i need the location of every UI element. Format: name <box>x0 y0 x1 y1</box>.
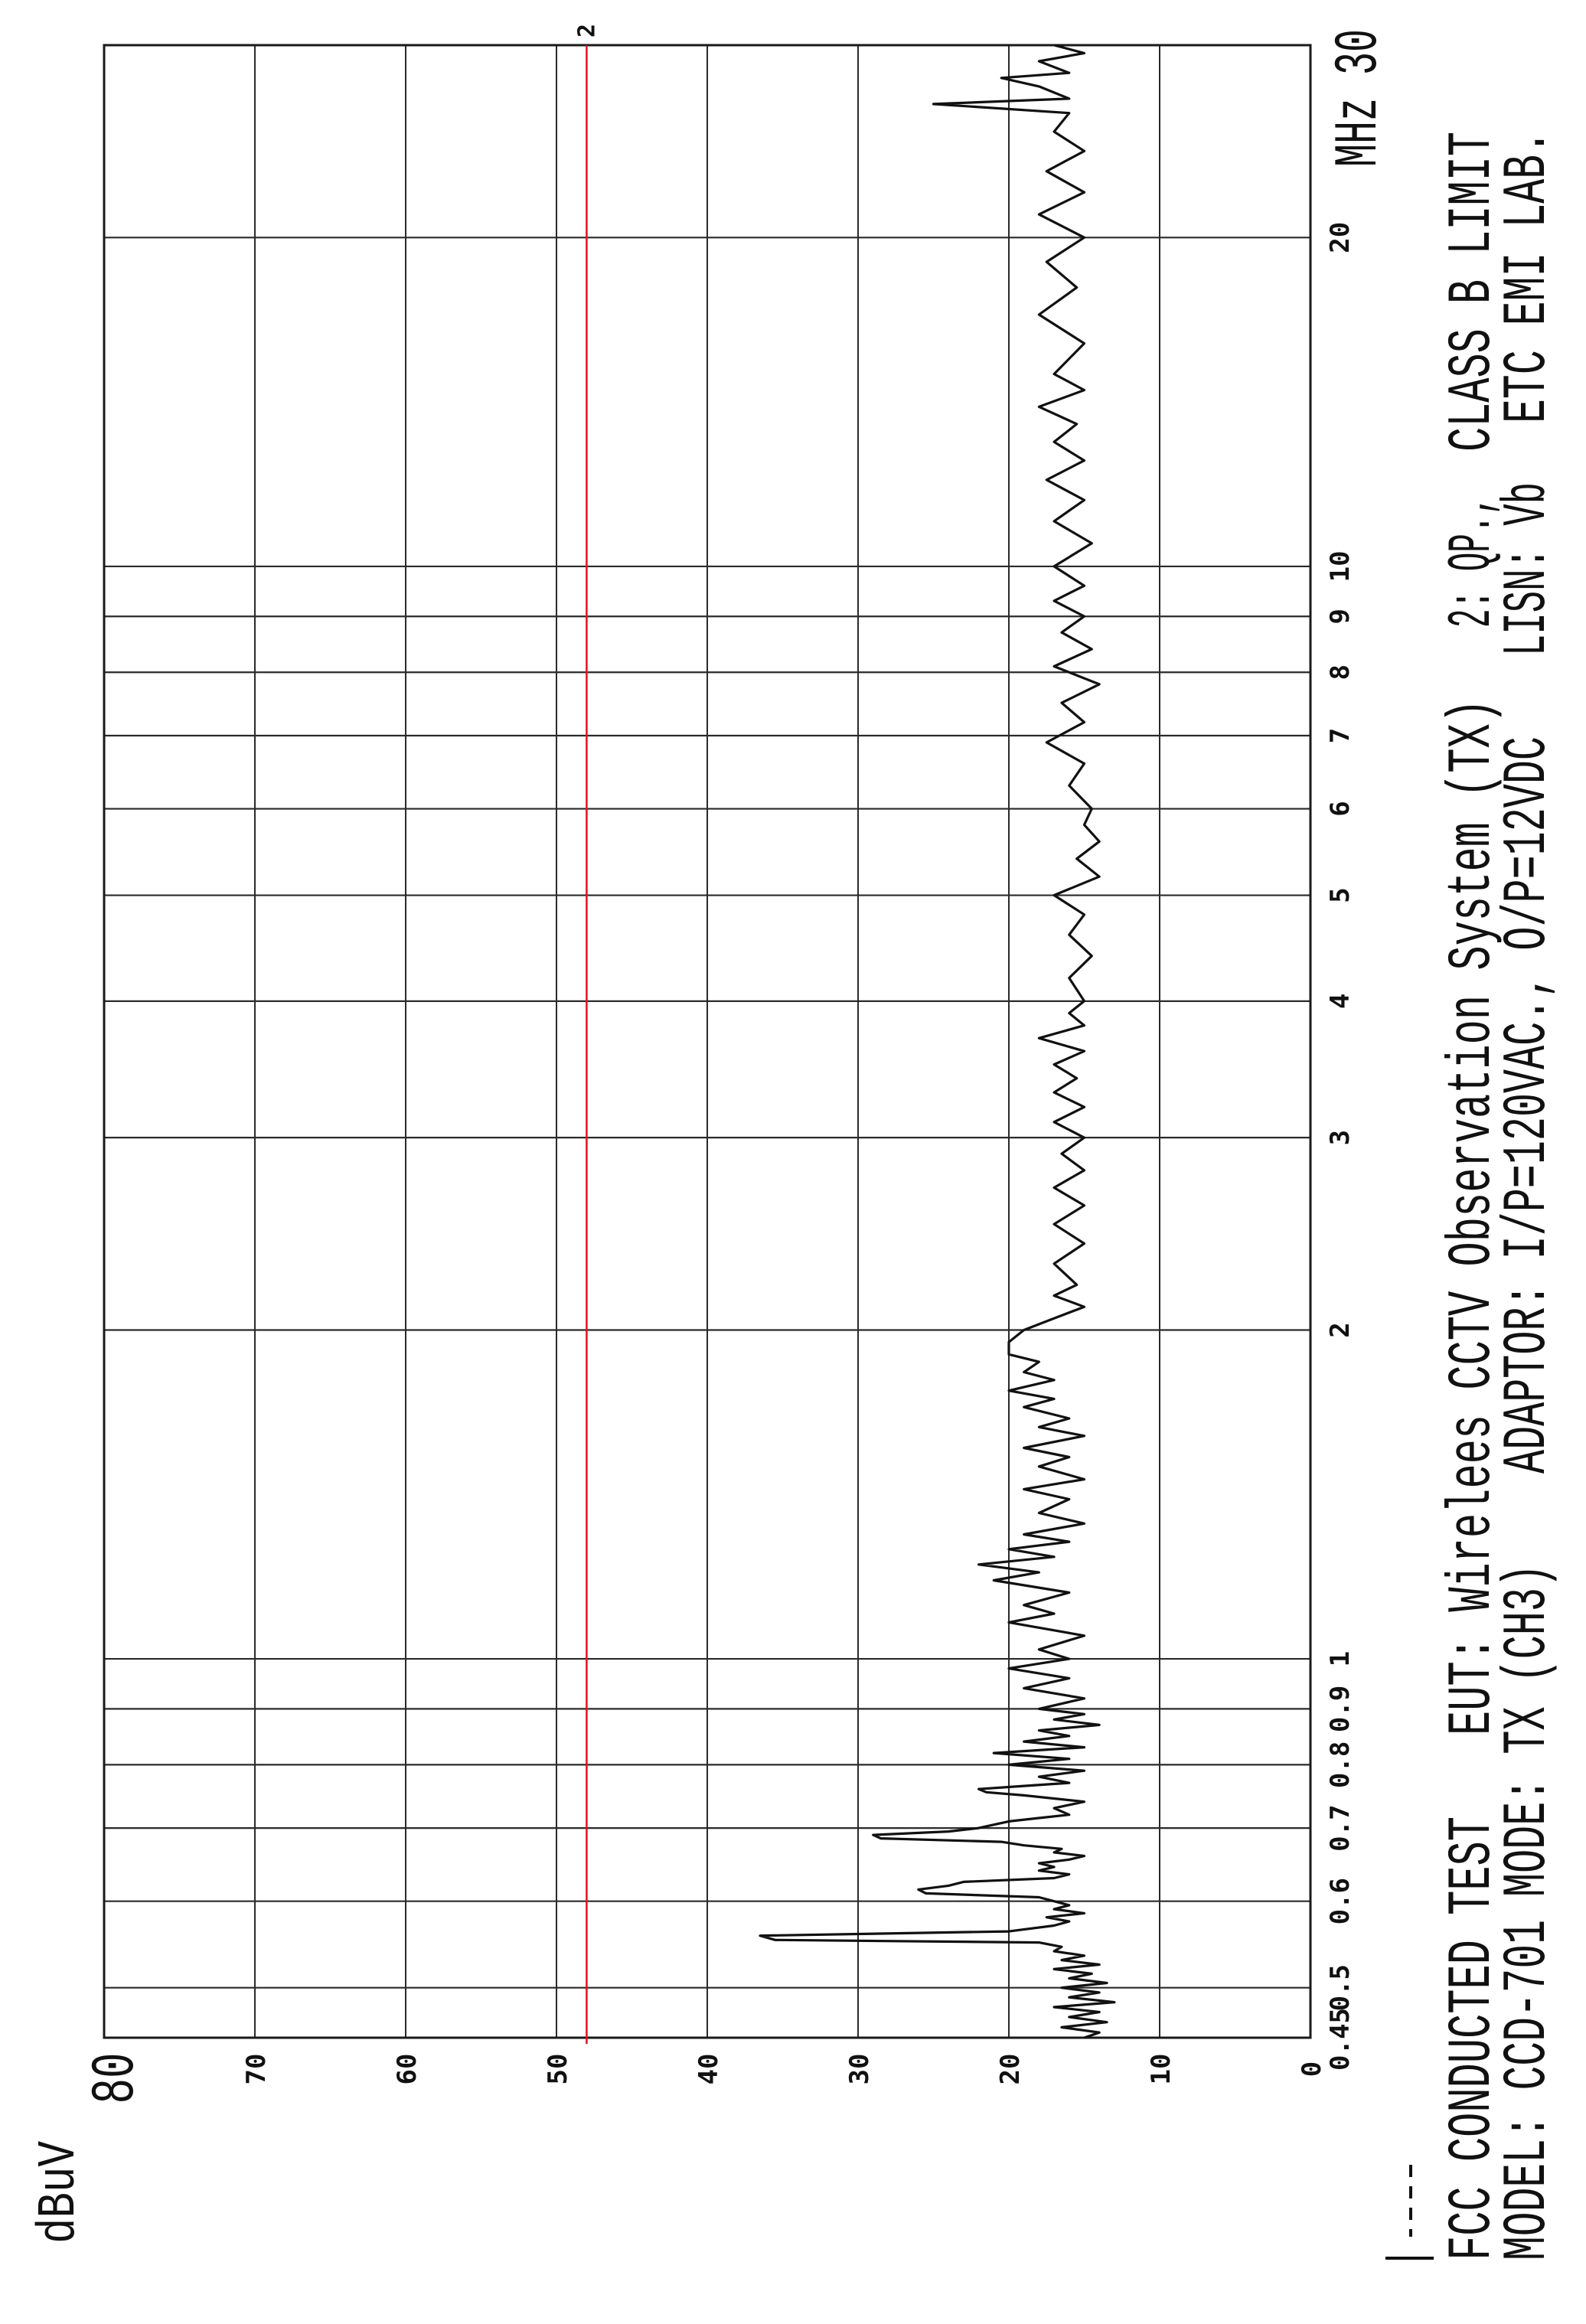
freq-tick-label: 0.8 <box>1325 1741 1356 1788</box>
level-tick-label: 80 <box>82 2053 152 2104</box>
mode-label: MODE: TX (CH3) <box>1493 1564 1563 1897</box>
freq-tick-label: 8 <box>1325 664 1356 680</box>
level-tick-label: 70 <box>241 2054 272 2085</box>
test-title: FCC CONDUCTED TEST <box>1438 1816 1508 2260</box>
qp-trace <box>759 44 1116 2039</box>
eut-description: EUT: Wirelees CCTV Observation System (T… <box>1438 699 1508 1735</box>
freq-tick-label: 10 <box>1325 550 1356 582</box>
level-tick-label: 60 <box>392 2054 423 2085</box>
level-tick-label: 30 <box>844 2054 875 2085</box>
freq-tick-label: 9 <box>1325 609 1356 624</box>
grid <box>104 45 1310 2038</box>
level-tick-label: 50 <box>543 2054 573 2085</box>
limit-line-label: 2 <box>573 24 600 38</box>
frequency-tick-labels: 0.450.5 0.6 0.7 0.8 0.9 1 2 3 4 5 6 7 8 9 10 20 <box>1325 222 1356 2071</box>
y-axis-unit-label: dBuV <box>30 2141 90 2244</box>
freq-tick-label: 0.45 <box>1325 2008 1356 2071</box>
freq-tick-label: 7 <box>1325 728 1356 743</box>
freq-tick-label: 4 <box>1325 994 1356 1009</box>
freq-tick-label: 6 <box>1325 801 1356 816</box>
lab-label: ETC EMI LAB. <box>1493 130 1563 423</box>
adaptor-label: ADAPTOR: I/P=120VAC., O/P=12VDC <box>1493 736 1563 1474</box>
freq-tick-label: 0.6 <box>1325 1878 1356 1924</box>
detector-label: 2: QP., <box>1438 496 1508 628</box>
level-tick-label: 10 <box>1146 2054 1176 2085</box>
freq-tick-label: 0.7 <box>1325 1804 1356 1851</box>
model-label: MODEL: CCD-701 <box>1493 1920 1563 2260</box>
freq-tick-label: 20 <box>1325 222 1356 253</box>
freq-tick-label: 1 <box>1325 1651 1356 1666</box>
level-tick-label: 40 <box>693 2054 724 2085</box>
freq-tick-label: 2 <box>1325 1322 1356 1337</box>
freq-tick-label: 0.5 <box>1325 1964 1356 2011</box>
lisn-label: LISN: Vb <box>1493 482 1563 656</box>
legend-marker <box>1385 2165 1434 2260</box>
freq-tick-label: 0.9 <box>1325 1686 1356 1732</box>
level-tick-label: 20 <box>995 2054 1026 2085</box>
test-info-line-2: MODEL: CCD-701 MODE: TX (CH3) ADAPTOR: I… <box>1493 130 1563 2260</box>
level-tick-labels: 0 10 20 30 40 50 60 70 80 <box>82 2053 1327 2104</box>
test-info-line-1: FCC CONDUCTED TEST EUT: Wirelees CCTV Ob… <box>1438 132 1508 2260</box>
x-axis-unit-label: MHz 30 <box>1325 29 1395 167</box>
freq-tick-label: 3 <box>1325 1130 1356 1145</box>
level-tick-label: 0 <box>1297 2061 1327 2077</box>
limit-class: CLASS B LIMIT <box>1438 132 1508 452</box>
freq-tick-label: 5 <box>1325 887 1356 903</box>
plot-frame <box>103 44 1312 2039</box>
